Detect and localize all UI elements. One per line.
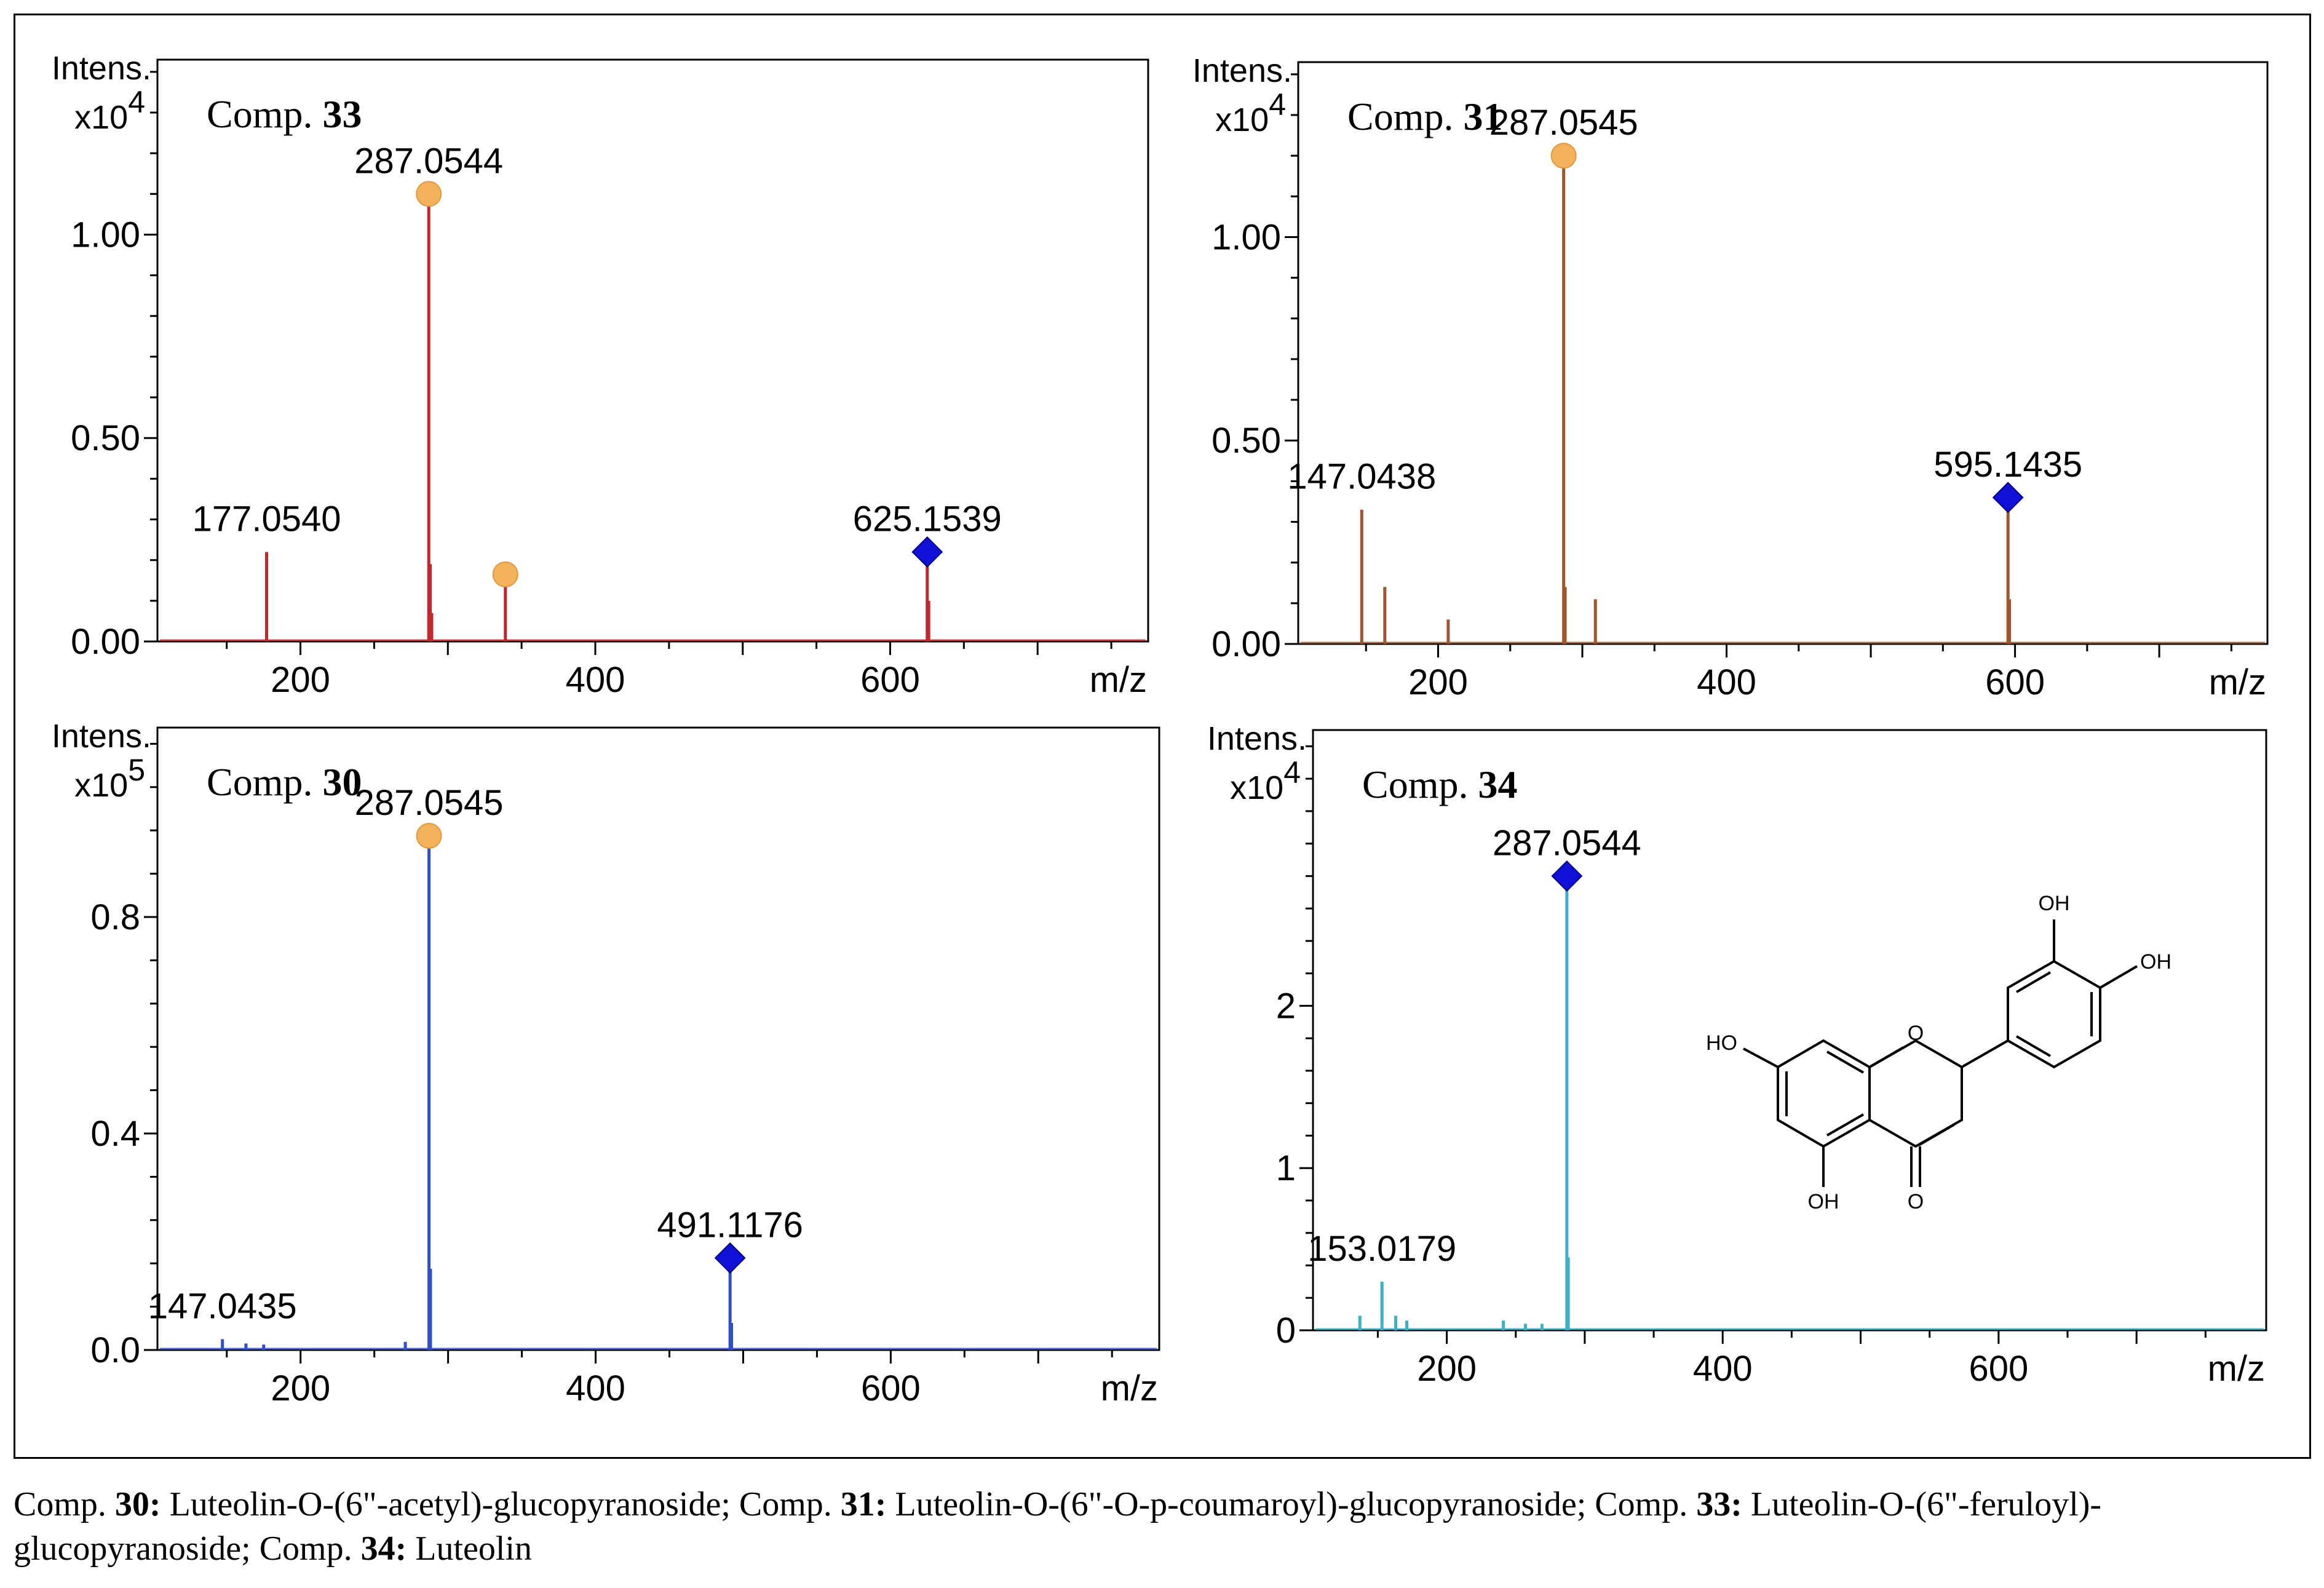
peak-label: 595.1435 — [1933, 445, 2082, 485]
y-tick-label: 1.00 — [71, 215, 140, 255]
single-bond — [1961, 1039, 2009, 1068]
x-tick-label: 200 — [1417, 1349, 1477, 1389]
luteolin-structure: OH OH HO OH O O — [1706, 892, 2171, 1213]
y-axis-label: Intens. — [52, 718, 151, 755]
y-tick-label: 0.00 — [1212, 624, 1281, 664]
ring-b — [2007, 959, 2101, 1069]
peak-diamond-marker — [1551, 860, 1583, 892]
y-tick-label: 0.50 — [71, 418, 140, 458]
x-tick-label: 400 — [566, 1368, 625, 1408]
caption-item: Comp. 31: Luteolin-O-(6"-O-p-coumaroyl)-… — [739, 1485, 1587, 1523]
y-axis-label: Intens. — [1192, 52, 1292, 89]
panel-title: Comp. 30 — [207, 760, 362, 804]
x-axis-label: m/z — [2208, 1349, 2265, 1389]
x-tick-label: 200 — [271, 1368, 330, 1408]
x-tick-label: 200 — [271, 660, 330, 700]
single-bond — [1868, 1046, 1905, 1068]
x-tick-label: 600 — [1969, 1349, 2028, 1389]
x-tick-label: 600 — [1985, 662, 2045, 702]
x-tick-label: 400 — [1693, 1349, 1753, 1389]
y-tick-label: 0.8 — [90, 897, 140, 937]
structure-label: OH — [1808, 1190, 1839, 1213]
peak-circle-marker — [1550, 143, 1577, 169]
peak-label: 287.0545 — [1489, 103, 1638, 143]
peak-label: 147.0438 — [1287, 457, 1436, 497]
x-axis-label: m/z — [2209, 662, 2266, 702]
x-axis-label: m/z — [1101, 1368, 1158, 1408]
panel-title: Comp. 34 — [1362, 763, 1517, 806]
spectrum-panel: 200 400 600 0.0 0.4 0.8 m/z Intens.x105 Comp. 30… — [52, 718, 1160, 1408]
ring-c — [1869, 1039, 1963, 1148]
y-scale-label: x104 — [1230, 755, 1301, 806]
y-scale-label: x105 — [74, 753, 145, 804]
double-bond — [1826, 1050, 1864, 1074]
double-bond — [1917, 1124, 1955, 1146]
plot-area-border — [156, 726, 1160, 1351]
plot-area-border — [1312, 729, 2267, 1332]
y-tick-label: 2 — [1276, 986, 1296, 1026]
peak-label: 625.1539 — [853, 499, 1002, 539]
x-tick-label: 600 — [861, 1368, 921, 1408]
figure-caption: Comp. 30: Luteolin-O-(6"-acetyl)-glucopy… — [14, 1482, 2314, 1571]
caption-text: Luteolin-O-(6"-acetyl)-glucopyranoside; — [169, 1485, 731, 1523]
structure-label: OH — [2039, 892, 2070, 915]
peak-diamond-marker — [714, 1242, 746, 1274]
y-tick-label: 1.00 — [1212, 217, 1281, 257]
x-tick-label: 400 — [566, 660, 625, 700]
peak-label: 153.0179 — [1307, 1229, 1456, 1269]
y-tick-label: 0.0 — [90, 1330, 140, 1370]
caption-text: Luteolin-O-(6"-feruloyl)-glucopyranoside… — [14, 1485, 2102, 1568]
peak-label: 177.0540 — [192, 499, 341, 539]
double-bond — [2015, 1035, 2052, 1057]
spectrum-panel: 200 400 600 0.00 0.50 1.00 m/z Intens.x104 Comp.… — [1192, 52, 2269, 702]
x-axis-label: m/z — [1090, 660, 1147, 700]
peak-label: 491.1176 — [657, 1205, 803, 1245]
structure-label: OH — [2140, 950, 2171, 974]
structure-label: HO — [1706, 1031, 1737, 1055]
x-tick-label: 600 — [860, 660, 920, 700]
double-bond — [2015, 971, 2052, 993]
peak-label: 147.0435 — [148, 1286, 297, 1326]
peak-diamond-marker — [911, 536, 943, 568]
oh-bond — [2099, 965, 2138, 989]
caption-item: Comp. 30: Luteolin-O-(6"-acetyl)-glucopy… — [14, 1485, 731, 1523]
y-axis-label: Intens. — [1207, 720, 1307, 757]
y-tick-label: 0 — [1276, 1311, 1296, 1351]
x-tick-label: 400 — [1697, 662, 1756, 702]
x-tick-label: 200 — [1408, 662, 1468, 702]
figure-frame: 200 400 600 0.00 0.50 1.00 m/z Intens. x104 Comp.… — [14, 14, 2311, 1459]
ring-a — [1777, 1039, 1871, 1148]
structure-label: O — [1908, 1190, 1924, 1213]
peak-label: 287.0545 — [355, 783, 504, 823]
y-tick-label: 1 — [1276, 1148, 1296, 1188]
caption-item: Comp. 34: Luteolin — [259, 1530, 533, 1568]
y-tick-label: 0.00 — [71, 622, 140, 662]
y-scale-label: x104 — [74, 85, 145, 136]
y-axis-label: Intens. — [52, 50, 151, 87]
double-bond — [1826, 1113, 1864, 1137]
panel-title: Comp. 33 — [207, 92, 362, 136]
y-tick-label: 0.50 — [1212, 421, 1281, 461]
plot-area-border — [1297, 61, 2269, 645]
peak-circle-marker — [416, 181, 442, 207]
panel-title: Comp. 31 — [1347, 95, 1502, 138]
structure-label: O — [1908, 1022, 1924, 1045]
caption-item: Comp. 33: Luteolin-O-(6"-feruloyl)-gluco… — [14, 1485, 2102, 1568]
caption-text: Luteolin — [415, 1530, 533, 1568]
plot-area-border — [156, 58, 1149, 643]
peak-label: 287.0544 — [1493, 823, 1641, 863]
y-tick-label: 0.4 — [90, 1114, 140, 1154]
peak-label: 287.0544 — [354, 141, 503, 181]
caption-text: Luteolin-O-(6"-O-p-coumaroyl)-glucopyran… — [895, 1485, 1587, 1523]
peak-circle-marker — [492, 561, 518, 587]
peak-diamond-marker — [1992, 482, 2024, 514]
oh-bond — [1743, 1047, 1779, 1068]
spectrum-panel: 200 400 600 0.00 0.50 1.00 m/z Intens.x104 Comp.… — [52, 50, 1149, 700]
peak-circle-marker — [416, 823, 442, 849]
spectrum-panel: 200 400 600 0 1 2 m/z Intens.x104 Comp. 34 153.01… — [1207, 720, 2267, 1389]
y-scale-label: x104 — [1215, 87, 1286, 138]
